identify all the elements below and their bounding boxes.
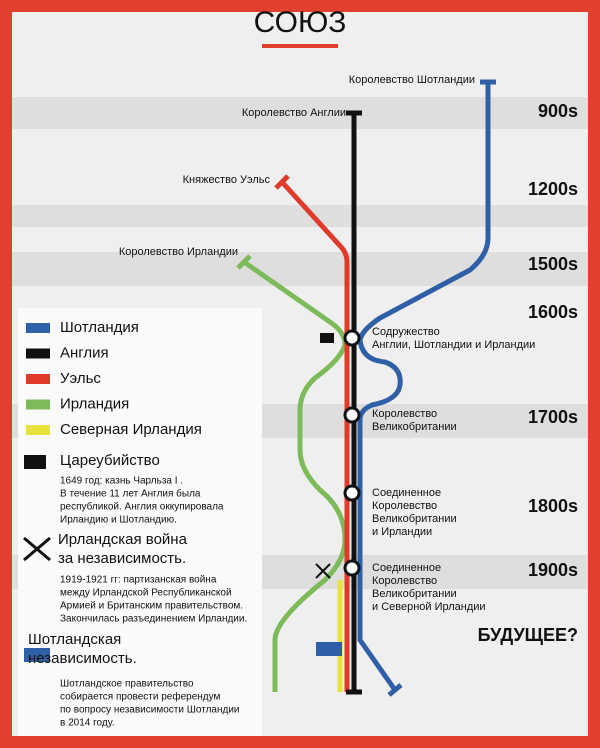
legend-label: Шотландия: [60, 319, 139, 336]
legend-swatch: [26, 374, 50, 384]
note-text: Шотландское правительство: [60, 679, 194, 690]
era-label: 1800s: [528, 496, 578, 516]
legend-label: Уэльс: [60, 370, 101, 387]
station-label: Королевство: [372, 408, 437, 420]
title: СОЮЗ: [254, 6, 347, 39]
note-text: Ирландию и Шотландию.: [60, 515, 177, 526]
station-label: Великобритании: [372, 588, 457, 600]
note-title: за независимость.: [58, 550, 186, 567]
legend-swatch: [26, 348, 50, 359]
station-label: и Ирландии: [372, 526, 432, 538]
station-label: Содружество: [372, 326, 440, 338]
era-label: БУДУЩЕЕ?: [478, 625, 578, 645]
note-text: 1649 год: казнь Чарльза I .: [60, 476, 183, 487]
station-label: Соединенное: [372, 562, 441, 574]
legend-box: [18, 308, 262, 736]
origin-label: Королевство Ирландии: [119, 246, 238, 258]
note-text: по вопросу независимости Шотландии: [60, 705, 240, 716]
note-title: независимость.: [28, 650, 137, 667]
station-label: Великобритании: [372, 513, 457, 525]
note-text: собирается провести референдум: [60, 691, 221, 703]
era-label: 1600s: [528, 302, 578, 322]
era-label: 1500s: [528, 254, 578, 274]
era-label: 1900s: [528, 560, 578, 580]
lines: [236, 79, 496, 697]
legend-swatch: [26, 399, 50, 410]
note-text: в 2014 году.: [60, 718, 115, 729]
origin-label: Королевство Шотландии: [349, 74, 475, 86]
legend-label: Англия: [60, 344, 109, 361]
legend-swatch: [26, 323, 50, 333]
note-text: В течение 11 лет Англия была: [60, 488, 201, 500]
legend-label: Ирландия: [60, 395, 129, 412]
era-label: 1200s: [528, 179, 578, 199]
note-title: Ирландская война: [58, 531, 188, 548]
station-label: Англии, Шотландии и Ирландии: [372, 339, 535, 351]
legend-swatch: [26, 425, 50, 435]
note-text: Армией и Британским правительством.: [60, 601, 243, 612]
note-title: Шотландская: [28, 631, 121, 648]
legend-label: Северная Ирландия: [60, 421, 202, 438]
station-label: Великобритании: [372, 421, 457, 433]
note-text: Закончилась разъединением Ирландии.: [60, 614, 247, 625]
note-text: республикой. Англия оккупировала: [60, 501, 224, 513]
origin-label: Княжество Уэльс: [183, 174, 271, 186]
station-label: и Северной Ирландии: [372, 601, 486, 613]
station-label: Соединенное: [372, 487, 441, 499]
origin-label: Королевство Англии: [242, 107, 346, 119]
icons: [23, 333, 342, 662]
note-text: 1919-1921 гг: партизанская война: [60, 575, 217, 586]
title-underline: [262, 44, 338, 48]
station-label: Королевство: [372, 500, 437, 512]
stations: [343, 329, 361, 577]
era-label: 900s: [538, 101, 578, 121]
note-title: Цареубийство: [60, 452, 160, 469]
note-text: между Ирландской Республиканской: [60, 587, 232, 599]
era-label: 1700s: [528, 407, 578, 427]
station-label: Королевство: [372, 575, 437, 587]
